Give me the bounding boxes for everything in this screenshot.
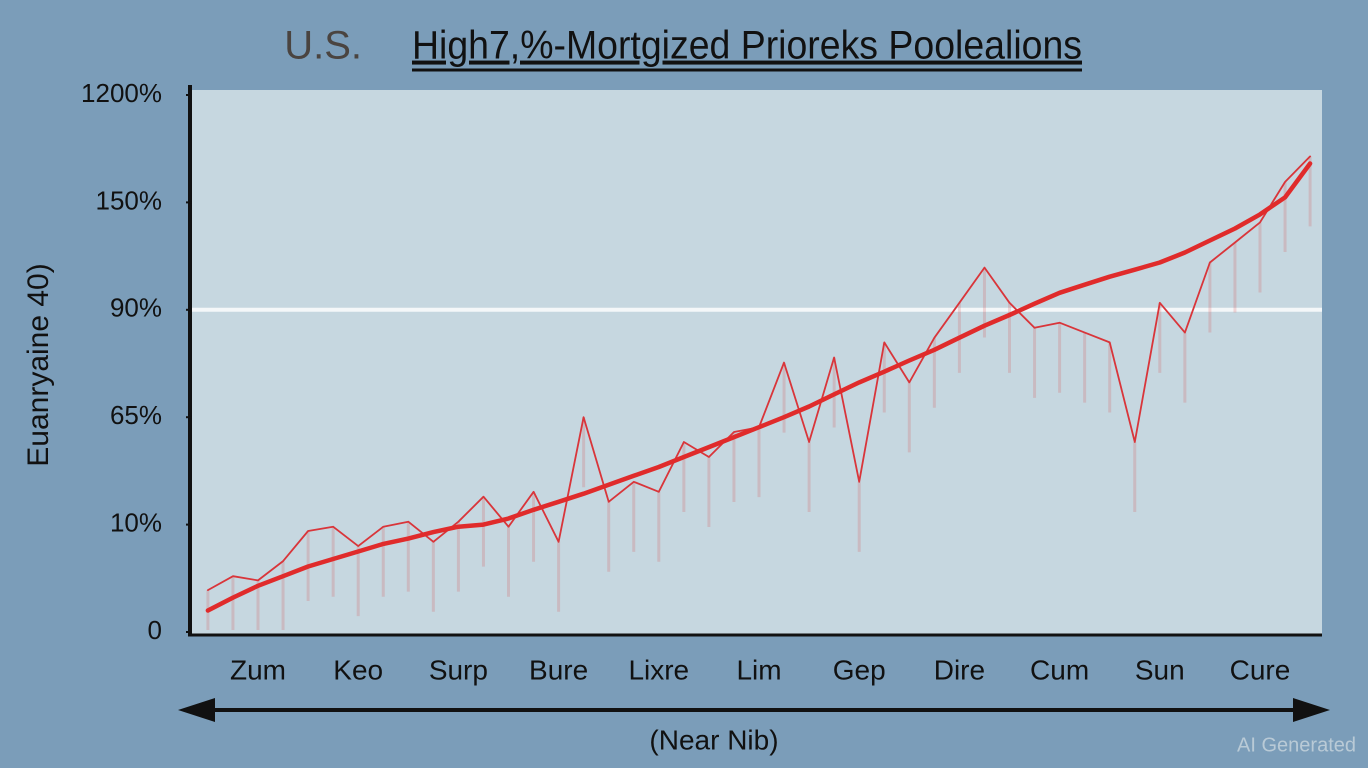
x-tick-label: Cure: [1230, 654, 1291, 685]
x-tick-label: Cum: [1030, 654, 1089, 685]
x-tick-label: Keo: [333, 654, 383, 685]
arrow-head-right: [1293, 698, 1330, 722]
y-tick-label: 65%: [110, 400, 162, 430]
y-tick-label: 150%: [96, 185, 163, 215]
chart-title: High7,%-Mortgized Prioreks Poolealions: [412, 24, 1082, 68]
y-tick-label: 1200%: [81, 78, 162, 108]
x-tick-label: Zum: [230, 654, 286, 685]
watermark: AI Generated: [1237, 734, 1356, 756]
x-tick-label: Dire: [934, 654, 985, 685]
y-axis-label: Euanryaine 40): [22, 263, 55, 466]
y-tick-label: 0: [148, 615, 162, 645]
x-axis-label: (Near Nib): [649, 724, 778, 755]
chart-title-prefix: U.S.: [284, 24, 362, 68]
y-tick-label: 90%: [110, 293, 162, 323]
x-tick-label: Surp: [429, 654, 488, 685]
x-tick-label: Lixre: [628, 654, 689, 685]
y-tick-label: 10%: [110, 507, 162, 537]
x-tick-label: Gep: [833, 654, 886, 685]
series-line: [205, 161, 1313, 613]
x-tick-label: Bure: [529, 654, 588, 685]
x-tick-label: Lim: [736, 654, 781, 685]
arrow-head-left: [178, 698, 215, 722]
x-tick-label: Sun: [1135, 654, 1185, 685]
